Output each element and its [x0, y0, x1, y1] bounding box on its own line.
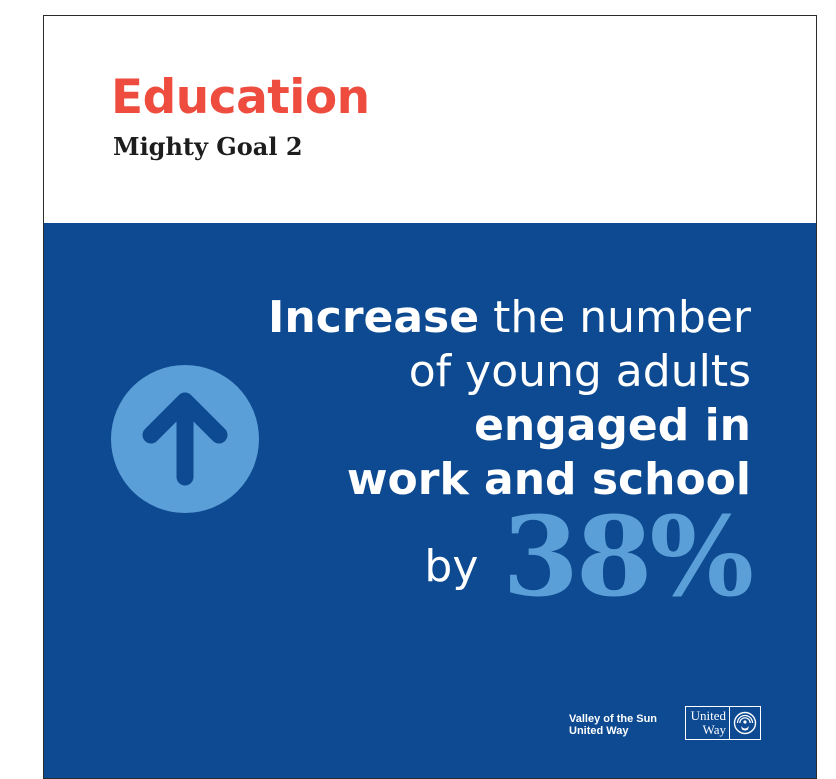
goal-line-1: Increase the number: [151, 291, 751, 345]
hand-person-rainbow-icon: [733, 711, 757, 735]
goal-target: by 38%: [151, 502, 754, 612]
logo-word-1: United: [690, 708, 726, 723]
goal-line-1-rest: the number: [479, 292, 751, 343]
united-way-logo: United Way: [685, 706, 761, 740]
logo-wordmark: United Way: [686, 707, 730, 739]
page-title: Education: [111, 70, 370, 125]
goal-line-4: work and school: [346, 454, 751, 505]
logo-mark: [730, 707, 760, 739]
infographic-card: Education Mighty Goal 2 Increase the num…: [43, 15, 817, 779]
goal-statement: Increase the number of young adults enga…: [151, 291, 754, 612]
org-name-line-2: United Way: [569, 725, 629, 737]
goal-percent: 38%: [502, 492, 754, 621]
goal-line-2: of young adults: [408, 346, 751, 397]
goal-panel: Increase the number of young adults enga…: [44, 223, 816, 778]
org-name-line-1: Valley of the Sun: [569, 713, 658, 725]
goal-line-3: engaged in: [474, 400, 751, 451]
by-word: by: [424, 541, 479, 592]
goal-subtitle: Mighty Goal 2: [113, 132, 303, 161]
arrow-up-circle-icon: [111, 365, 259, 513]
org-name: Valley of the Sun United Way: [569, 713, 679, 737]
logo-word-2: Way: [702, 722, 727, 737]
goal-verb: Increase: [268, 292, 480, 343]
header: Education Mighty Goal 2: [44, 16, 816, 223]
